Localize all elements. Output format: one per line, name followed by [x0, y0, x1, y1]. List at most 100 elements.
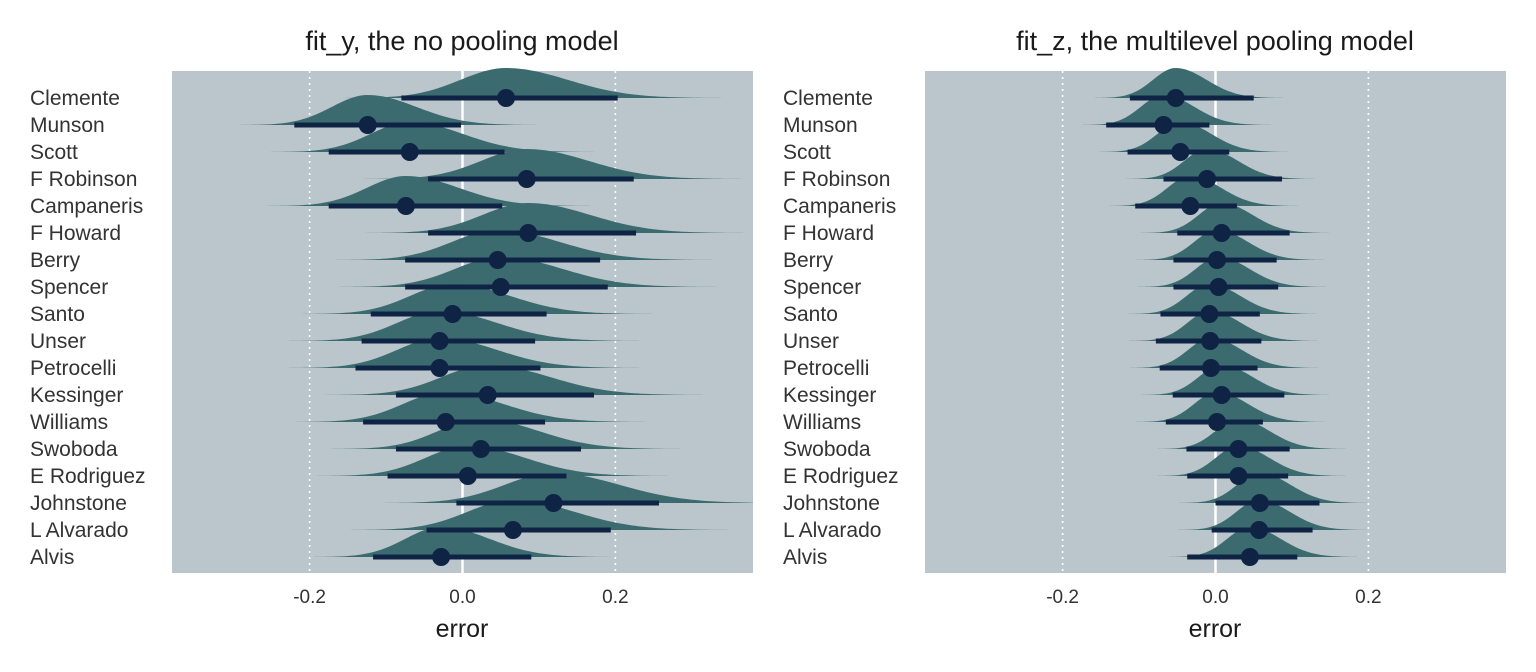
y-tick-label: Spencer	[783, 276, 861, 299]
y-tick-label: Spencer	[30, 276, 108, 299]
y-tick-label: Scott	[783, 141, 831, 164]
median-point-campaneris	[1181, 197, 1200, 215]
median-point-munson	[358, 116, 377, 134]
median-point-santo	[1200, 305, 1219, 323]
y-tick-label: Scott	[30, 141, 78, 164]
chart-title: fit_y, the no pooling model	[305, 26, 618, 56]
median-point-williams	[436, 413, 455, 431]
density-williams	[293, 392, 652, 422]
y-tick-labels: Clemente Munson Scott F Robinson Campaneris F…	[783, 87, 899, 569]
median-point-l-alvarado	[1250, 521, 1269, 539]
y-tick-label: Munson	[30, 114, 105, 137]
y-tick-label: Johnstone	[783, 492, 880, 515]
x-tick-label: -0.2	[1046, 587, 1079, 608]
y-tick-label: Campaneris	[30, 195, 143, 218]
density-campaneris	[265, 176, 596, 206]
median-point-clemente	[1166, 89, 1185, 107]
density-scott	[1098, 122, 1292, 152]
density-e-rodriguez	[315, 446, 674, 476]
density-swoboda	[1156, 419, 1350, 449]
x-tick-labels: -0.2 0.0 0.2	[1046, 587, 1381, 608]
density-munson	[1081, 95, 1275, 125]
median-point-spencer	[1209, 278, 1228, 296]
y-tick-label: L Alvarado	[30, 519, 128, 542]
density-scott	[269, 122, 600, 152]
median-point-petrocelli	[430, 359, 449, 377]
y-tick-label: Kessinger	[30, 384, 123, 407]
y-tick-label: E Rodriguez	[783, 465, 899, 488]
density-petrocelli	[1129, 338, 1322, 368]
y-tick-label: Williams	[783, 411, 861, 434]
density-f-howard	[364, 203, 750, 233]
median-point-f-howard	[519, 224, 538, 242]
y-tick-label: Alvis	[783, 546, 827, 569]
y-tick-label: F Howard	[783, 222, 874, 245]
x-axis-label: error	[436, 615, 489, 643]
density-munson	[239, 95, 542, 125]
x-axis-label: error	[1189, 615, 1242, 643]
density-f-robinson	[1125, 149, 1318, 179]
y-tick-label: L Alvarado	[783, 519, 881, 542]
y-tick-label: F Robinson	[30, 168, 137, 191]
median-point-santo	[443, 305, 462, 323]
interval-layer	[1106, 89, 1320, 566]
density-johnstone	[1177, 473, 1371, 503]
median-point-swoboda	[1229, 440, 1248, 458]
density-layer	[1081, 68, 1371, 557]
median-point-munson	[1154, 116, 1173, 134]
y-tick-label: F Howard	[30, 222, 121, 245]
median-point-scott	[400, 143, 419, 161]
density-santo	[300, 284, 659, 314]
density-campaneris	[1108, 176, 1302, 206]
density-spencer	[336, 257, 723, 287]
density-petrocelli	[287, 338, 646, 368]
x-tick-label: 0.0	[1202, 587, 1228, 608]
median-point-johnstone	[544, 494, 563, 512]
median-point-e-rodriguez	[458, 467, 477, 485]
median-point-scott	[1171, 143, 1190, 161]
y-tick-label: Clemente	[30, 87, 120, 110]
density-layer	[239, 68, 753, 557]
median-point-f-robinson	[517, 170, 536, 188]
y-tick-label: Swoboda	[30, 438, 118, 461]
median-point-kessinger	[478, 386, 497, 404]
y-tick-label: Alvis	[30, 546, 74, 569]
density-swoboda	[328, 419, 687, 449]
y-tick-label: E Rodriguez	[30, 465, 146, 488]
density-clemente	[342, 68, 728, 98]
median-point-johnstone	[1250, 494, 1269, 512]
y-tick-label: Petrocelli	[783, 357, 869, 380]
y-tick-label: Swoboda	[783, 438, 871, 461]
y-tick-label: Berry	[783, 249, 834, 272]
density-berry	[1135, 230, 1328, 260]
y-tick-label: Munson	[783, 114, 858, 137]
density-santo	[1127, 284, 1321, 314]
median-point-l-alvarado	[503, 521, 522, 539]
median-point-f-robinson	[1198, 170, 1217, 188]
median-point-alvis	[1240, 548, 1259, 566]
density-spencer	[1136, 257, 1330, 287]
density-unser	[1128, 311, 1321, 341]
x-tick-label: 0.0	[449, 587, 475, 608]
chart-title: fit_z, the multilevel pooling model	[1016, 26, 1414, 56]
density-kessinger	[1139, 365, 1333, 395]
density-unser	[287, 311, 646, 341]
y-tick-label: Unser	[783, 330, 839, 353]
y-tick-label: Campaneris	[783, 195, 896, 218]
y-tick-label: F Robinson	[783, 168, 890, 191]
density-kessinger	[323, 365, 710, 395]
y-tick-label: Santo	[783, 303, 838, 326]
median-point-e-rodriguez	[1229, 467, 1248, 485]
median-point-f-howard	[1212, 224, 1231, 242]
interval-layer	[294, 89, 659, 566]
y-tick-label: Petrocelli	[30, 357, 116, 380]
y-tick-label: Unser	[30, 330, 86, 353]
density-l-alvarado	[1177, 500, 1370, 530]
median-point-unser	[1201, 332, 1220, 350]
y-tick-label: Williams	[30, 411, 108, 434]
median-point-alvis	[432, 548, 451, 566]
panel-multilevel-pooling: fit_z, the multilevel pooling model Clem…	[783, 26, 1506, 643]
density-f-robinson	[362, 149, 749, 179]
median-point-swoboda	[471, 440, 490, 458]
panel-no-pooling: fit_y, the no pooling model Clemente Muns…	[30, 26, 753, 643]
